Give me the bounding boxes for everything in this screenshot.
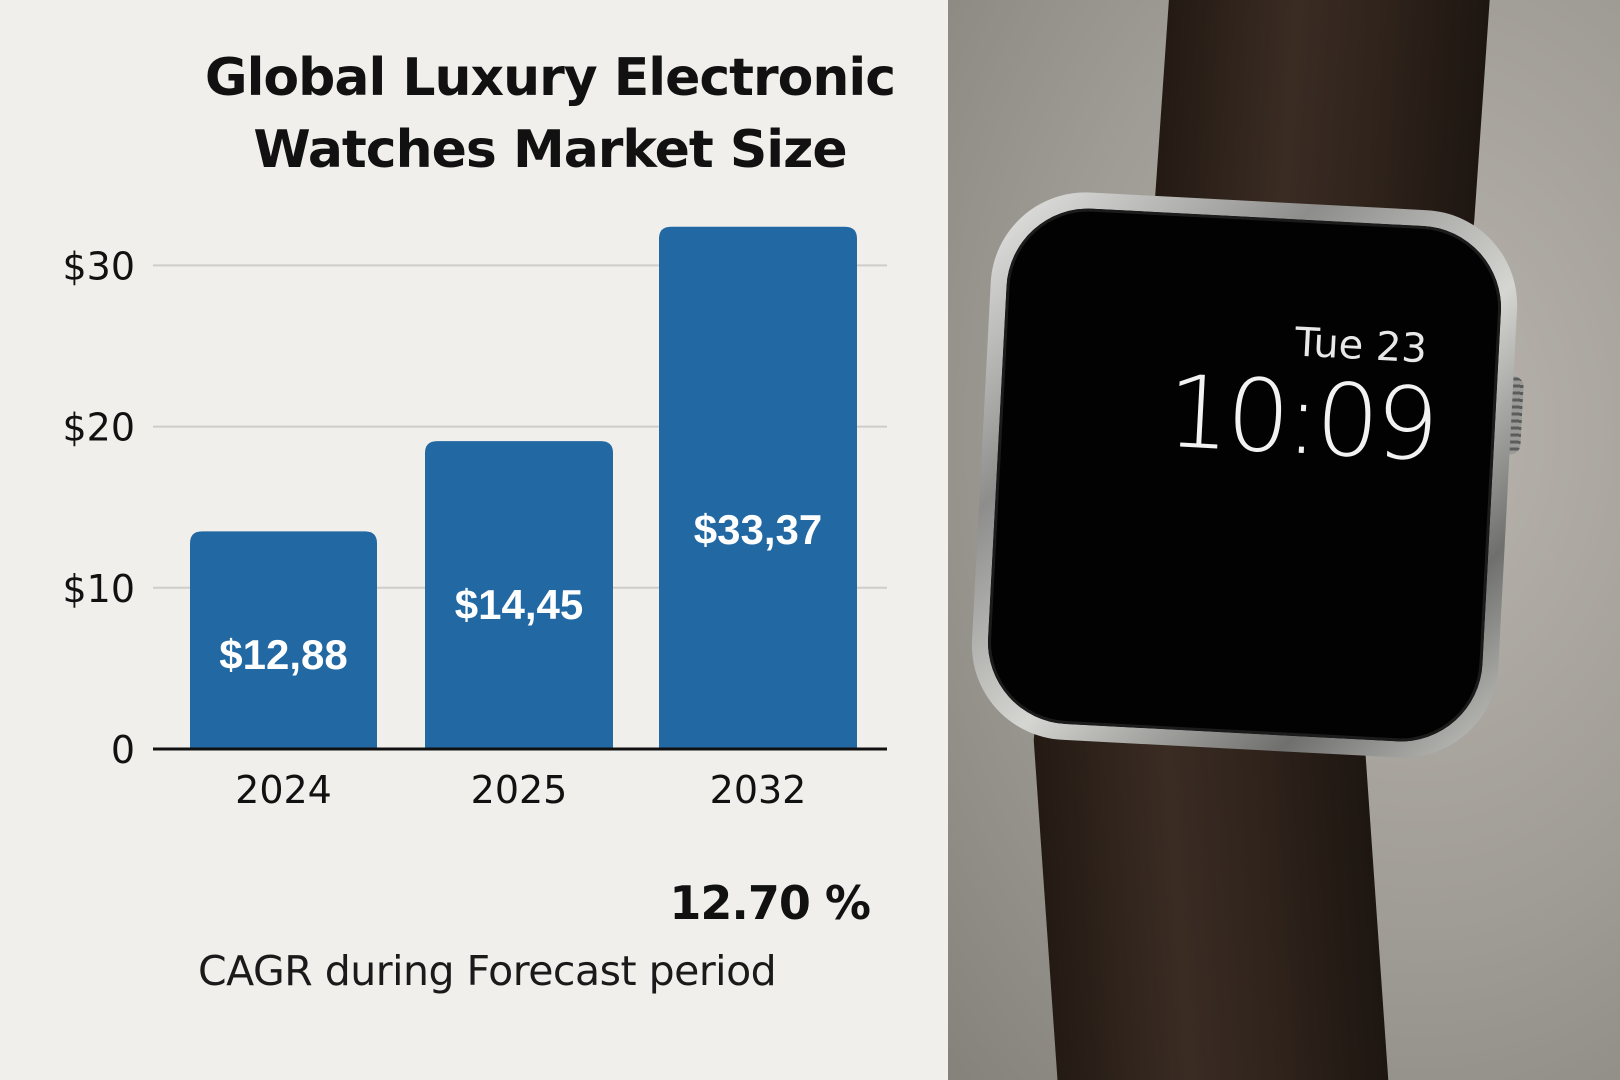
data-label: $14,45 [455,581,583,628]
chart-title-line-2: Watches Market Size [253,120,847,180]
x-tick-label: 2024 [235,768,332,812]
y-tick-label: 0 [111,728,135,772]
watch-time: 10:09 [1163,352,1438,484]
y-tick-label: $10 [62,567,135,611]
watch-screen: Tue 23 10:09 [983,204,1506,746]
y-tick-label: $30 [62,244,135,288]
x-tick-label: 2032 [710,768,807,812]
bar-2032 [659,226,857,749]
watch-case: Tue 23 10:09 [967,187,1522,763]
y-tick-label: $20 [62,406,135,450]
smartwatch-photo: Tue 23 10:09 [948,0,1620,1080]
chart-panel: Global Luxury Electronic Watches Market … [62,48,897,995]
data-label: $33,37 [694,506,822,553]
cagr-value: 12.70 % [669,876,871,930]
bar-chart: 0 $10 $20 $30 $12,88 2024 $14,45 2025 $33,37 2032 [62,226,887,812]
bar-2024 [190,531,377,749]
cagr-label: CAGR during Forecast period [198,947,777,995]
x-tick-label: 2025 [471,768,568,812]
data-label: $12,88 [219,631,347,678]
bar-2025 [425,441,613,749]
chart-title-line-1: Global Luxury Electronic [204,48,896,108]
